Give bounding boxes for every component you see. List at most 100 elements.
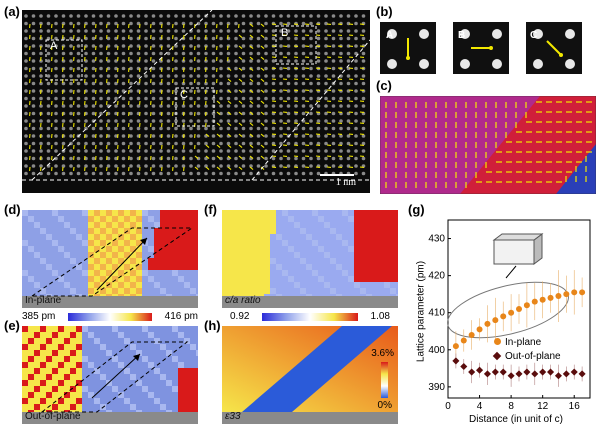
panel-h-strain-map: ε33 3.6% 0% — [222, 326, 398, 424]
x-tick-label: 12 — [537, 401, 549, 412]
data-point-outplane — [507, 372, 515, 380]
data-point-outplane — [562, 370, 570, 378]
map-label-outplane: Out-of-plane — [25, 411, 81, 422]
atom-column — [387, 29, 397, 39]
colorbar-max: 416 pm — [164, 311, 198, 322]
colorbar-gradient — [68, 313, 152, 321]
data-point-inplane — [563, 291, 570, 298]
strain-colorbar — [381, 362, 388, 398]
colorbar-min: 385 pm — [22, 311, 56, 322]
atom-column — [387, 59, 397, 69]
displacement-arrow — [546, 40, 562, 56]
x-axis-label: Distance (in unit of c) — [469, 414, 563, 425]
strain-map — [222, 326, 398, 424]
data-point-inplane — [508, 309, 515, 316]
x-tick-label: 4 — [477, 401, 483, 412]
legend-outplane: Out-of-plane — [492, 351, 561, 362]
direction-arrow — [96, 237, 148, 291]
box-label-a: A — [50, 40, 58, 52]
y-axis-label: Lattice parameter (pm) — [415, 260, 427, 363]
data-point-inplane — [500, 313, 507, 320]
arrow-head — [140, 238, 147, 245]
y-tick-label: 420 — [428, 271, 445, 282]
arrow-head — [133, 354, 140, 361]
substrate-strip — [222, 296, 398, 308]
x-tick-label: 16 — [569, 401, 581, 412]
panel-label-d: (d) — [4, 202, 21, 217]
scale-bar-label: 1 nm — [335, 177, 356, 188]
data-point-inplane — [579, 289, 586, 296]
data-point-inplane — [539, 296, 546, 303]
inplane-lattice-map — [22, 210, 198, 308]
plot-frame — [447, 219, 591, 399]
lattice-parameter-chart: 0 4 8 12 16 390 400 410 420 430 — [428, 219, 591, 412]
substrate-strip — [22, 412, 198, 424]
strain-label: ε33 — [225, 411, 241, 422]
data-point-inplane — [571, 289, 578, 296]
box-label-c: C — [180, 89, 188, 101]
inset-cube-top — [492, 233, 544, 241]
colorbar-ca-min: 0.92 — [230, 311, 250, 322]
panel-f-ca-ratio-map: c/a ratio — [222, 210, 398, 308]
strain-blue-band — [242, 326, 392, 412]
inset-label-b: B — [458, 30, 466, 41]
domain-red — [460, 96, 596, 194]
haadf-background — [22, 10, 370, 193]
data-point-inplane — [555, 293, 562, 300]
atom-column — [460, 29, 470, 39]
panel-label-h: (h) — [204, 318, 221, 333]
colorbar-lattice: 385 pm 416 pm — [22, 310, 198, 324]
data-point-outplane — [460, 362, 468, 371]
panel-b-insets: A B C — [376, 20, 596, 76]
data-point-inplane — [476, 326, 483, 333]
x-tick-label: 8 — [508, 401, 514, 412]
panel-label-f: (f) — [204, 202, 217, 217]
atom-column — [460, 59, 470, 69]
inset-cube — [493, 239, 535, 265]
data-point-outplane — [531, 370, 539, 378]
map-label-ca-ratio: c/a ratio — [225, 295, 261, 306]
outplane-lattice-map — [22, 326, 198, 424]
panel-g-chart: 0 4 8 12 16 390 400 410 420 430 Lattice parameter… — [408, 214, 598, 428]
legend-marker-outplane — [492, 351, 502, 361]
data-point-outplane — [554, 372, 562, 380]
colorbar-ca: 0.92 1.08 — [222, 310, 398, 324]
atom-column — [565, 29, 575, 39]
data-point-outplane — [523, 368, 531, 376]
legend-text-inplane: In-plane — [505, 337, 542, 348]
atom-column — [533, 29, 543, 39]
ca-ratio-map — [222, 210, 398, 308]
arrow-head — [406, 56, 410, 60]
box-label-b: B — [281, 27, 289, 39]
data-point-outplane — [491, 368, 499, 376]
y-tick-label: 390 — [428, 382, 445, 393]
data-point-inplane — [452, 343, 459, 350]
data-point-outplane — [452, 357, 460, 365]
colorbar-ca-gradient — [262, 313, 358, 321]
strain-colorbar-max: 3.6% — [371, 348, 394, 359]
substrate-strip — [22, 296, 198, 308]
y-tick-label: 430 — [428, 234, 445, 245]
unit-outline — [40, 341, 189, 413]
data-point-inplane — [468, 331, 475, 338]
x-tick-label: 0 — [445, 401, 451, 412]
data-point-inplane — [516, 306, 522, 312]
panel-label-c: (c) — [376, 78, 392, 93]
data-point-inplane — [547, 294, 554, 301]
arrow-head — [489, 46, 493, 50]
inset-label-a: A — [386, 30, 394, 41]
atom-column — [492, 29, 502, 39]
data-point-outplane — [515, 370, 523, 378]
direction-arrow — [91, 353, 141, 399]
data-point-outplane — [468, 368, 476, 376]
data-point-outplane — [570, 368, 578, 376]
data-point-inplane — [531, 298, 538, 305]
panel-d-inplane-map: In-plane — [22, 210, 198, 308]
box-c — [175, 87, 215, 127]
domain-wall-1 — [31, 10, 213, 181]
phase-field-map — [380, 96, 596, 194]
inset-images — [380, 22, 582, 74]
data-point-inplane — [460, 337, 467, 344]
y-tick-label: 410 — [428, 308, 445, 319]
atom-column — [492, 59, 502, 69]
